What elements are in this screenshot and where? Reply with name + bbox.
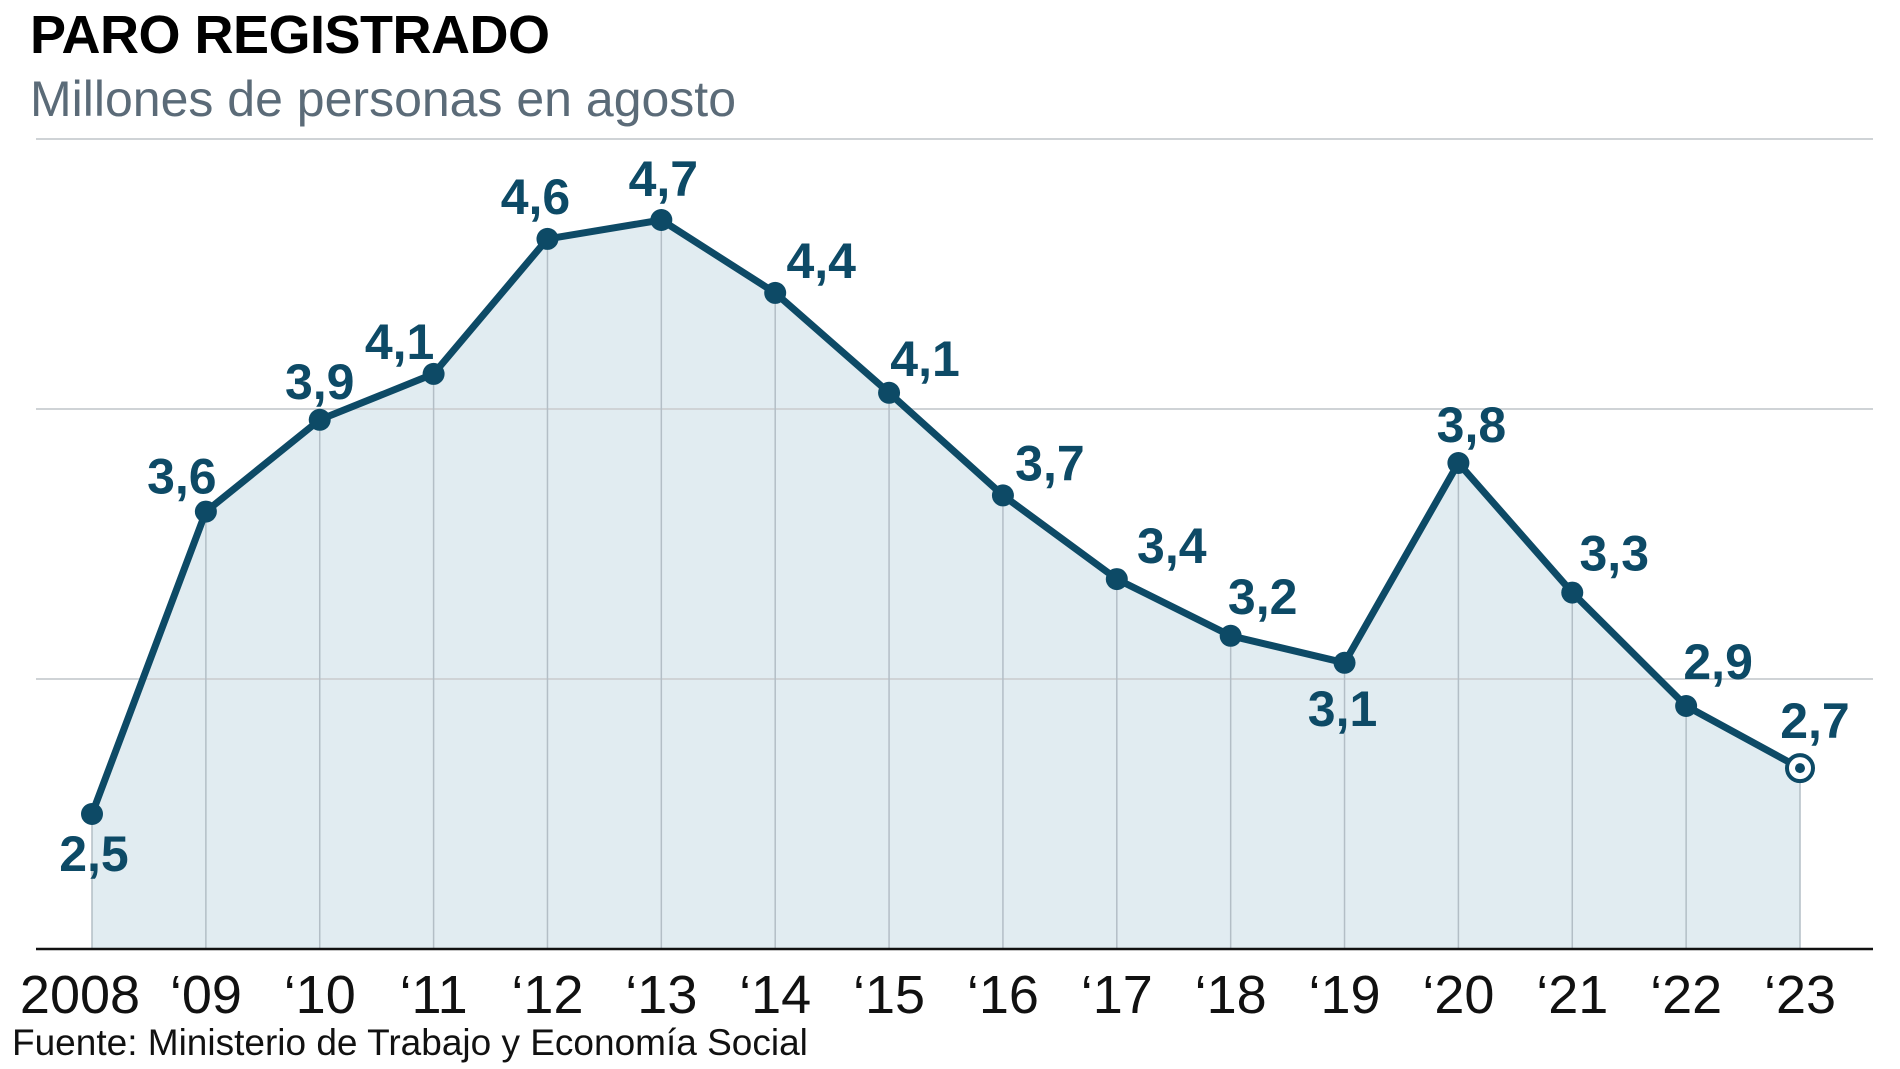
x-tick-label: 2008	[20, 965, 140, 1025]
data-point	[650, 209, 673, 231]
x-tick-label: ‘22	[1650, 965, 1722, 1025]
x-tick-label: ‘18	[1195, 965, 1267, 1025]
data-label: 3,1	[1308, 681, 1378, 737]
data-label: 4,1	[365, 314, 435, 370]
data-label: 3,4	[1137, 518, 1207, 574]
source-note: Fuente: Ministerio de Trabajo y Economía…	[12, 1022, 808, 1063]
data-point	[1219, 624, 1242, 647]
x-tick-label: ‘20	[1422, 965, 1494, 1025]
data-point	[308, 408, 331, 431]
x-tick-label: ‘21	[1536, 965, 1608, 1025]
series-line	[88, 216, 1802, 816]
data-point	[878, 381, 901, 404]
x-tick-label: ‘15	[853, 965, 925, 1025]
data-label: 3,7	[1015, 435, 1085, 491]
data-label: 3,6	[147, 449, 217, 505]
data-label: 3,2	[1228, 569, 1298, 625]
data-point	[1675, 695, 1698, 717]
x-tick-label: ‘14	[739, 965, 811, 1025]
x-tick-label: ‘11	[400, 965, 468, 1025]
data-label: 3,3	[1580, 526, 1650, 582]
data-label: 3,8	[1437, 397, 1507, 453]
data-label: 2,7	[1780, 693, 1850, 749]
chart-title: PARO REGISTRADO	[30, 5, 550, 65]
data-label: 2,5	[59, 826, 129, 882]
data-point	[1333, 651, 1356, 674]
data-label: 4,4	[786, 233, 856, 289]
data-point	[1447, 452, 1470, 474]
x-tick-label: ‘16	[967, 965, 1039, 1025]
data-label: 3,9	[285, 354, 355, 410]
data-point	[991, 484, 1014, 507]
chart-subtitle: Millones de personas en agosto	[30, 71, 737, 127]
data-label: 4,1	[890, 331, 960, 387]
x-tick-label: ‘23	[1764, 965, 1836, 1025]
data-point	[422, 362, 445, 385]
x-tick-label: ‘13	[625, 965, 697, 1025]
data-label: 2,9	[1683, 634, 1753, 690]
x-tick-label: ‘17	[1081, 965, 1153, 1025]
x-tick-label: ‘10	[284, 965, 356, 1025]
x-tick-label: ‘19	[1309, 965, 1381, 1025]
data-point	[81, 803, 103, 825]
data-point	[194, 500, 217, 523]
data-point	[1105, 568, 1128, 591]
x-tick-label: ‘09	[170, 965, 242, 1025]
x-tick-label: ‘12	[511, 965, 583, 1025]
area-fill	[92, 220, 1800, 949]
data-label: 4,7	[629, 151, 699, 207]
data-label: 4,6	[501, 169, 571, 225]
data-point	[1561, 581, 1584, 604]
data-point	[536, 227, 559, 250]
data-point	[764, 281, 787, 304]
data-point-latest-dot	[1795, 763, 1805, 774]
